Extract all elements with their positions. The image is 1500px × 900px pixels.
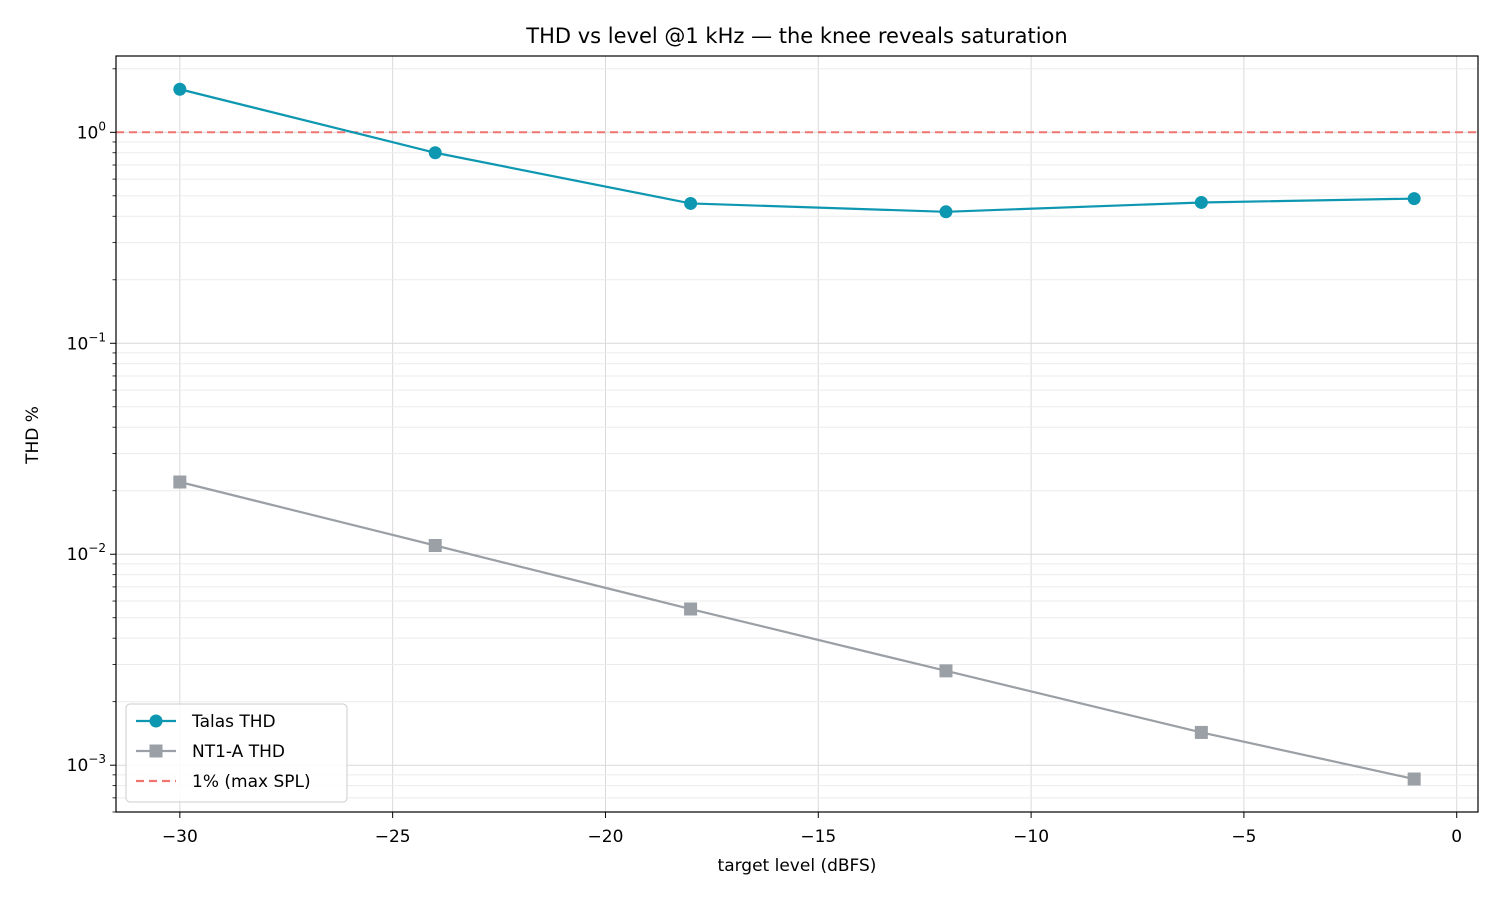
series-layer <box>173 82 1421 786</box>
legend-entry: Talas THD <box>136 712 276 732</box>
plot-frame <box>115 55 1479 813</box>
x-tick-label: −30 <box>162 827 198 847</box>
y-tick-label: 10−1 <box>67 330 106 354</box>
data-point <box>1194 195 1208 209</box>
data-point <box>428 539 442 553</box>
data-point <box>1407 192 1421 206</box>
legend-label: NT1-A THD <box>192 742 285 762</box>
legend-entry: 1% (max SPL) <box>136 772 311 792</box>
chart-title: THD vs level @1 kHz — the knee reveals s… <box>525 24 1067 48</box>
y-tick-label: 100 <box>77 119 106 143</box>
x-tick-label: 0 <box>1451 827 1462 847</box>
data-point <box>939 205 953 219</box>
data-point <box>684 602 698 616</box>
x-axis-label: target level (dBFS) <box>718 856 877 876</box>
data-point <box>684 196 698 210</box>
legend-marker <box>149 714 163 728</box>
series-2 <box>173 475 1421 786</box>
data-point <box>173 475 187 489</box>
data-point <box>1407 772 1421 786</box>
y-tick-label: 10−3 <box>67 752 106 776</box>
ticks: −30 −25 −20 −15 −10 −5 0 100 10−1 10−2 10−3 <box>67 68 1462 847</box>
data-point <box>939 664 953 678</box>
x-tick-label: −25 <box>375 827 411 847</box>
x-tick-label: −5 <box>1231 827 1256 847</box>
y-axis-label: THD % <box>23 406 43 465</box>
series-line <box>179 88 1415 213</box>
legend-entry: NT1-A THD <box>136 742 285 762</box>
data-point <box>1194 725 1208 739</box>
series-line <box>179 480 1415 781</box>
x-tick-label: −15 <box>800 827 836 847</box>
series-1 <box>173 82 1421 219</box>
y-tick-label: 10−2 <box>67 541 106 565</box>
legend-label: 1% (max SPL) <box>192 772 311 792</box>
x-tick-label: −20 <box>588 827 624 847</box>
legend-label: Talas THD <box>191 712 276 732</box>
data-point <box>173 82 187 96</box>
legend-marker <box>149 744 163 758</box>
grid <box>116 56 1478 813</box>
legend-box <box>125 703 348 803</box>
x-tick-label: −10 <box>1013 827 1049 847</box>
data-point <box>428 146 442 160</box>
legend: Talas THD NT1-A THD 1% (max SPL) <box>125 703 348 803</box>
